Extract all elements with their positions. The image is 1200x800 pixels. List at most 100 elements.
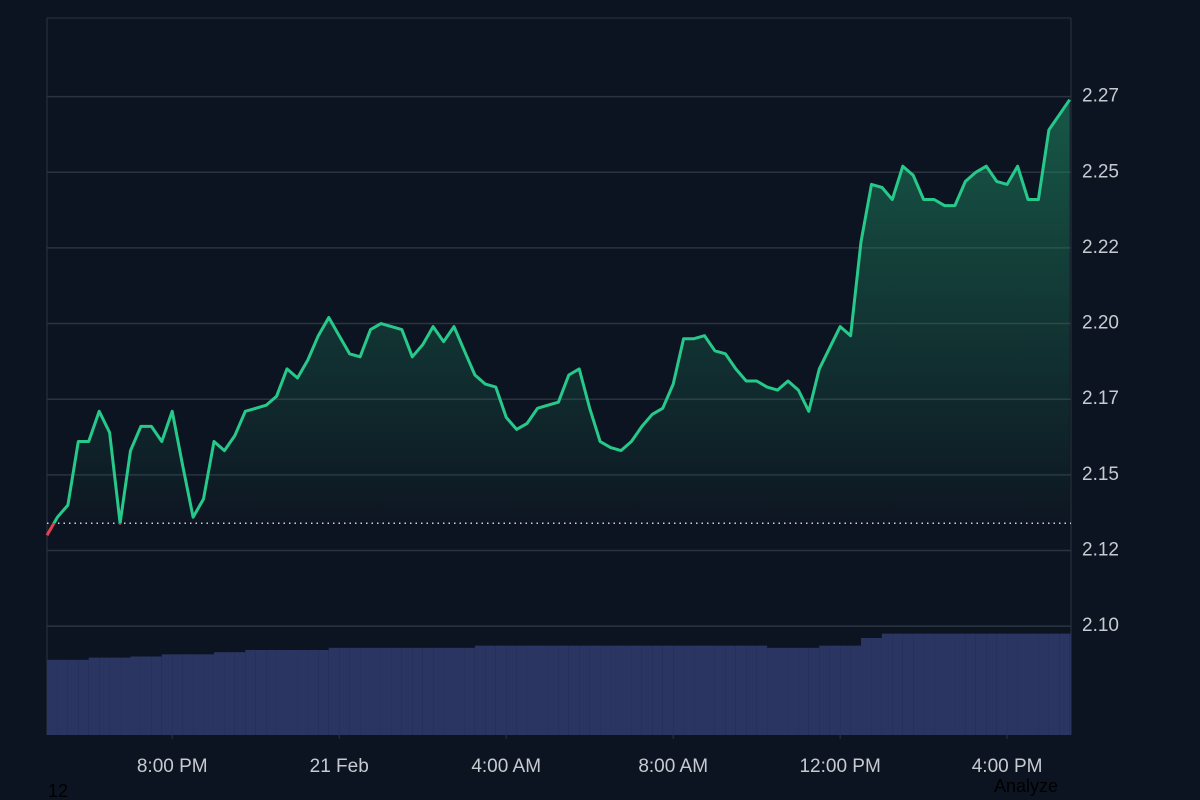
volume-bar bbox=[829, 645, 841, 735]
volume-bar bbox=[683, 645, 695, 735]
volume-bar bbox=[349, 647, 361, 735]
volume-bar bbox=[986, 633, 997, 735]
volume-bar bbox=[506, 645, 517, 735]
volume-bar bbox=[527, 645, 538, 735]
analyze-button[interactable]: Analyze bbox=[994, 776, 1058, 796]
volume-bar bbox=[297, 649, 308, 735]
volume-bar bbox=[193, 654, 204, 735]
volume-bar bbox=[88, 657, 100, 735]
volume-bar bbox=[120, 657, 131, 735]
volume-bar bbox=[182, 654, 194, 735]
volume-bar bbox=[99, 657, 110, 735]
y-tick-label: 2.17 bbox=[1082, 388, 1119, 409]
volume-bar bbox=[881, 633, 893, 735]
volume-bar bbox=[339, 647, 350, 735]
volume-bar bbox=[537, 645, 548, 735]
x-tick-label: 21 Feb bbox=[310, 756, 369, 777]
y-tick-label: 2.10 bbox=[1082, 615, 1119, 636]
volume-bar bbox=[714, 645, 726, 735]
volume-bar bbox=[266, 649, 277, 735]
volume-bar bbox=[516, 645, 528, 735]
volume-bar bbox=[485, 645, 496, 735]
volume-bar bbox=[746, 645, 757, 735]
volume-bar bbox=[735, 645, 747, 735]
volume-bar bbox=[547, 645, 559, 735]
volume-bar bbox=[172, 654, 183, 735]
volume-bar bbox=[704, 645, 715, 735]
volume-bar bbox=[871, 637, 882, 735]
y-tick-label: 2.12 bbox=[1082, 539, 1119, 560]
volume-bar bbox=[391, 647, 402, 735]
volume-bar bbox=[954, 633, 966, 735]
volume-bar bbox=[934, 633, 945, 735]
volume-bar bbox=[422, 647, 434, 735]
area-fill bbox=[47, 99, 1070, 536]
volume-bar bbox=[819, 645, 830, 735]
volume-bar bbox=[464, 647, 475, 735]
y-tick-label: 2.20 bbox=[1082, 313, 1119, 334]
volume-bar bbox=[109, 657, 121, 735]
volume-bar bbox=[287, 649, 298, 735]
volume-bar bbox=[203, 654, 214, 735]
volume-bar bbox=[767, 647, 778, 735]
volume-bar bbox=[412, 647, 423, 735]
volume-bar bbox=[965, 633, 976, 735]
volume-bar bbox=[1069, 633, 1071, 735]
volume-bar bbox=[1007, 633, 1018, 735]
volume-bar bbox=[224, 652, 235, 735]
volume-bar bbox=[798, 647, 809, 735]
x-tick-label: 8:00 PM bbox=[137, 756, 208, 777]
volume-bar bbox=[213, 652, 225, 735]
y-tick-label: 2.15 bbox=[1082, 464, 1119, 485]
volume-bar bbox=[944, 633, 955, 735]
y-tick-label: 2.22 bbox=[1082, 237, 1119, 258]
volume-bar bbox=[433, 647, 444, 735]
volume-bar bbox=[694, 645, 705, 735]
volume-bar bbox=[975, 633, 987, 735]
volume-bar bbox=[1038, 633, 1049, 735]
volume-bar bbox=[913, 633, 924, 735]
volume-bar bbox=[787, 647, 799, 735]
x-tick-label: 4:00 AM bbox=[471, 756, 541, 777]
volume-bar bbox=[662, 645, 674, 735]
y-tick-label: 2.27 bbox=[1082, 86, 1119, 107]
volume-bar bbox=[777, 647, 788, 735]
volume-bar bbox=[380, 647, 392, 735]
volume-bar bbox=[892, 633, 903, 735]
volume-bar bbox=[996, 633, 1008, 735]
volume-bar bbox=[443, 647, 455, 735]
volume-bar bbox=[474, 645, 486, 735]
volume-bar bbox=[840, 645, 851, 735]
volume-bar bbox=[756, 645, 768, 735]
volume-bar bbox=[1048, 633, 1060, 735]
volume-bar bbox=[47, 659, 58, 735]
volume-bar bbox=[673, 645, 684, 735]
volume-bar bbox=[495, 645, 507, 735]
volume-bar bbox=[725, 645, 736, 735]
volume-bar bbox=[589, 645, 601, 735]
volume-bar bbox=[151, 656, 162, 735]
volume-bar bbox=[307, 649, 319, 735]
volume-bar bbox=[360, 647, 371, 735]
volume-bar bbox=[1017, 633, 1029, 735]
volume-bar bbox=[57, 659, 68, 735]
x-tick-label: 4:00 PM bbox=[972, 756, 1043, 777]
volume-bar bbox=[1028, 633, 1039, 735]
volume-bar bbox=[78, 659, 89, 735]
volume-bar bbox=[652, 645, 663, 735]
y-tick-label: 2.25 bbox=[1082, 161, 1119, 182]
volume-bar bbox=[631, 645, 642, 735]
volume-bar bbox=[276, 649, 288, 735]
volume-bar bbox=[641, 645, 653, 735]
volume-bar bbox=[161, 654, 173, 735]
volume-bar bbox=[67, 659, 79, 735]
volume-bar bbox=[558, 645, 569, 735]
price-line bbox=[45, 98, 1071, 537]
volume-bar bbox=[600, 645, 611, 735]
volume-bar bbox=[328, 647, 340, 735]
volume-bar bbox=[902, 633, 914, 735]
volume-bar bbox=[861, 637, 872, 735]
volume-bar bbox=[1059, 633, 1070, 735]
volume-bar bbox=[234, 652, 246, 735]
